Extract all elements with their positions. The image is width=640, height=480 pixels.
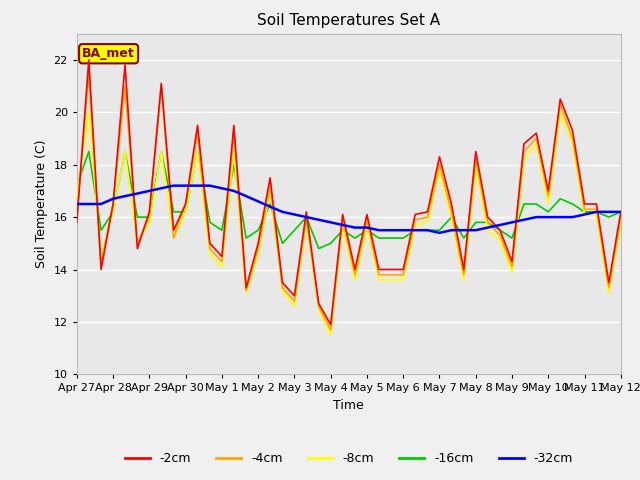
Y-axis label: Soil Temperature (C): Soil Temperature (C) — [35, 140, 48, 268]
Title: Soil Temperatures Set A: Soil Temperatures Set A — [257, 13, 440, 28]
Text: BA_met: BA_met — [82, 47, 135, 60]
X-axis label: Time: Time — [333, 399, 364, 412]
Legend: -2cm, -4cm, -8cm, -16cm, -32cm: -2cm, -4cm, -8cm, -16cm, -32cm — [120, 447, 578, 470]
